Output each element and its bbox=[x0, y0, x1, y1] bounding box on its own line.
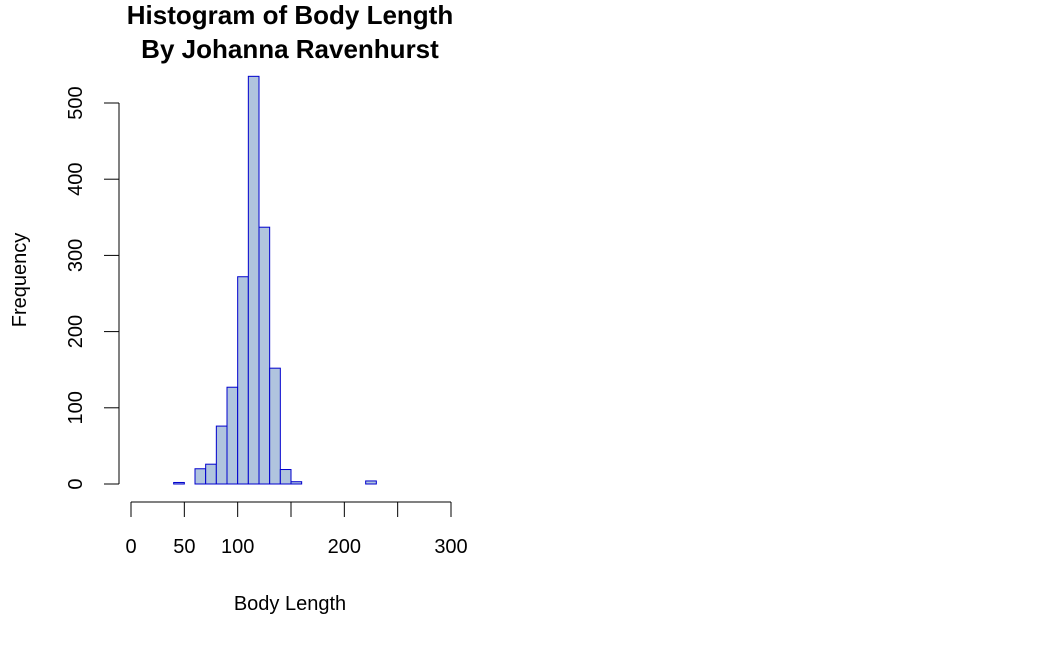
x-tick-label-3: 200 bbox=[328, 536, 361, 558]
histogram-bar-11 bbox=[290, 481, 303, 485]
x-tick-label-2: 100 bbox=[221, 536, 254, 558]
histogram-bar-9 bbox=[269, 367, 281, 485]
bars-group bbox=[173, 75, 377, 485]
x-tick-label-1: 50 bbox=[173, 536, 195, 558]
x-axis: 0 50 100 200 300 bbox=[125, 501, 468, 558]
y-tick-label-4: 400 bbox=[65, 163, 87, 196]
histogram-bar-4 bbox=[215, 425, 228, 485]
y-tick-label-2: 200 bbox=[65, 315, 87, 348]
y-tick-label-1: 100 bbox=[65, 391, 87, 424]
y-tick-label-0: 0 bbox=[65, 478, 87, 489]
histogram-bar-2 bbox=[194, 468, 207, 485]
histogram-bar-5 bbox=[226, 386, 239, 485]
histogram-bar-8 bbox=[258, 226, 271, 485]
y-tick-label-3: 300 bbox=[65, 239, 87, 272]
histogram-bar-7 bbox=[247, 75, 260, 485]
y-axis: 0 100 200 300 400 500 bbox=[65, 86, 120, 490]
chart-subtitle: By Johanna Ravenhurst bbox=[141, 34, 439, 64]
histogram-bar-10 bbox=[279, 469, 292, 485]
x-axis-label: Body Length bbox=[234, 593, 346, 615]
histogram-bar-18 bbox=[365, 480, 377, 485]
chart-title: Histogram of Body Length bbox=[127, 0, 453, 30]
x-tick-label-0: 0 bbox=[125, 536, 136, 558]
y-axis-label: Frequency bbox=[9, 233, 31, 328]
histogram-bar-6 bbox=[237, 276, 249, 485]
x-tick-label-4: 300 bbox=[434, 536, 467, 558]
y-tick-label-5: 500 bbox=[65, 86, 87, 119]
histogram-bar-3 bbox=[205, 463, 217, 485]
histogram-bar-0 bbox=[173, 481, 185, 485]
